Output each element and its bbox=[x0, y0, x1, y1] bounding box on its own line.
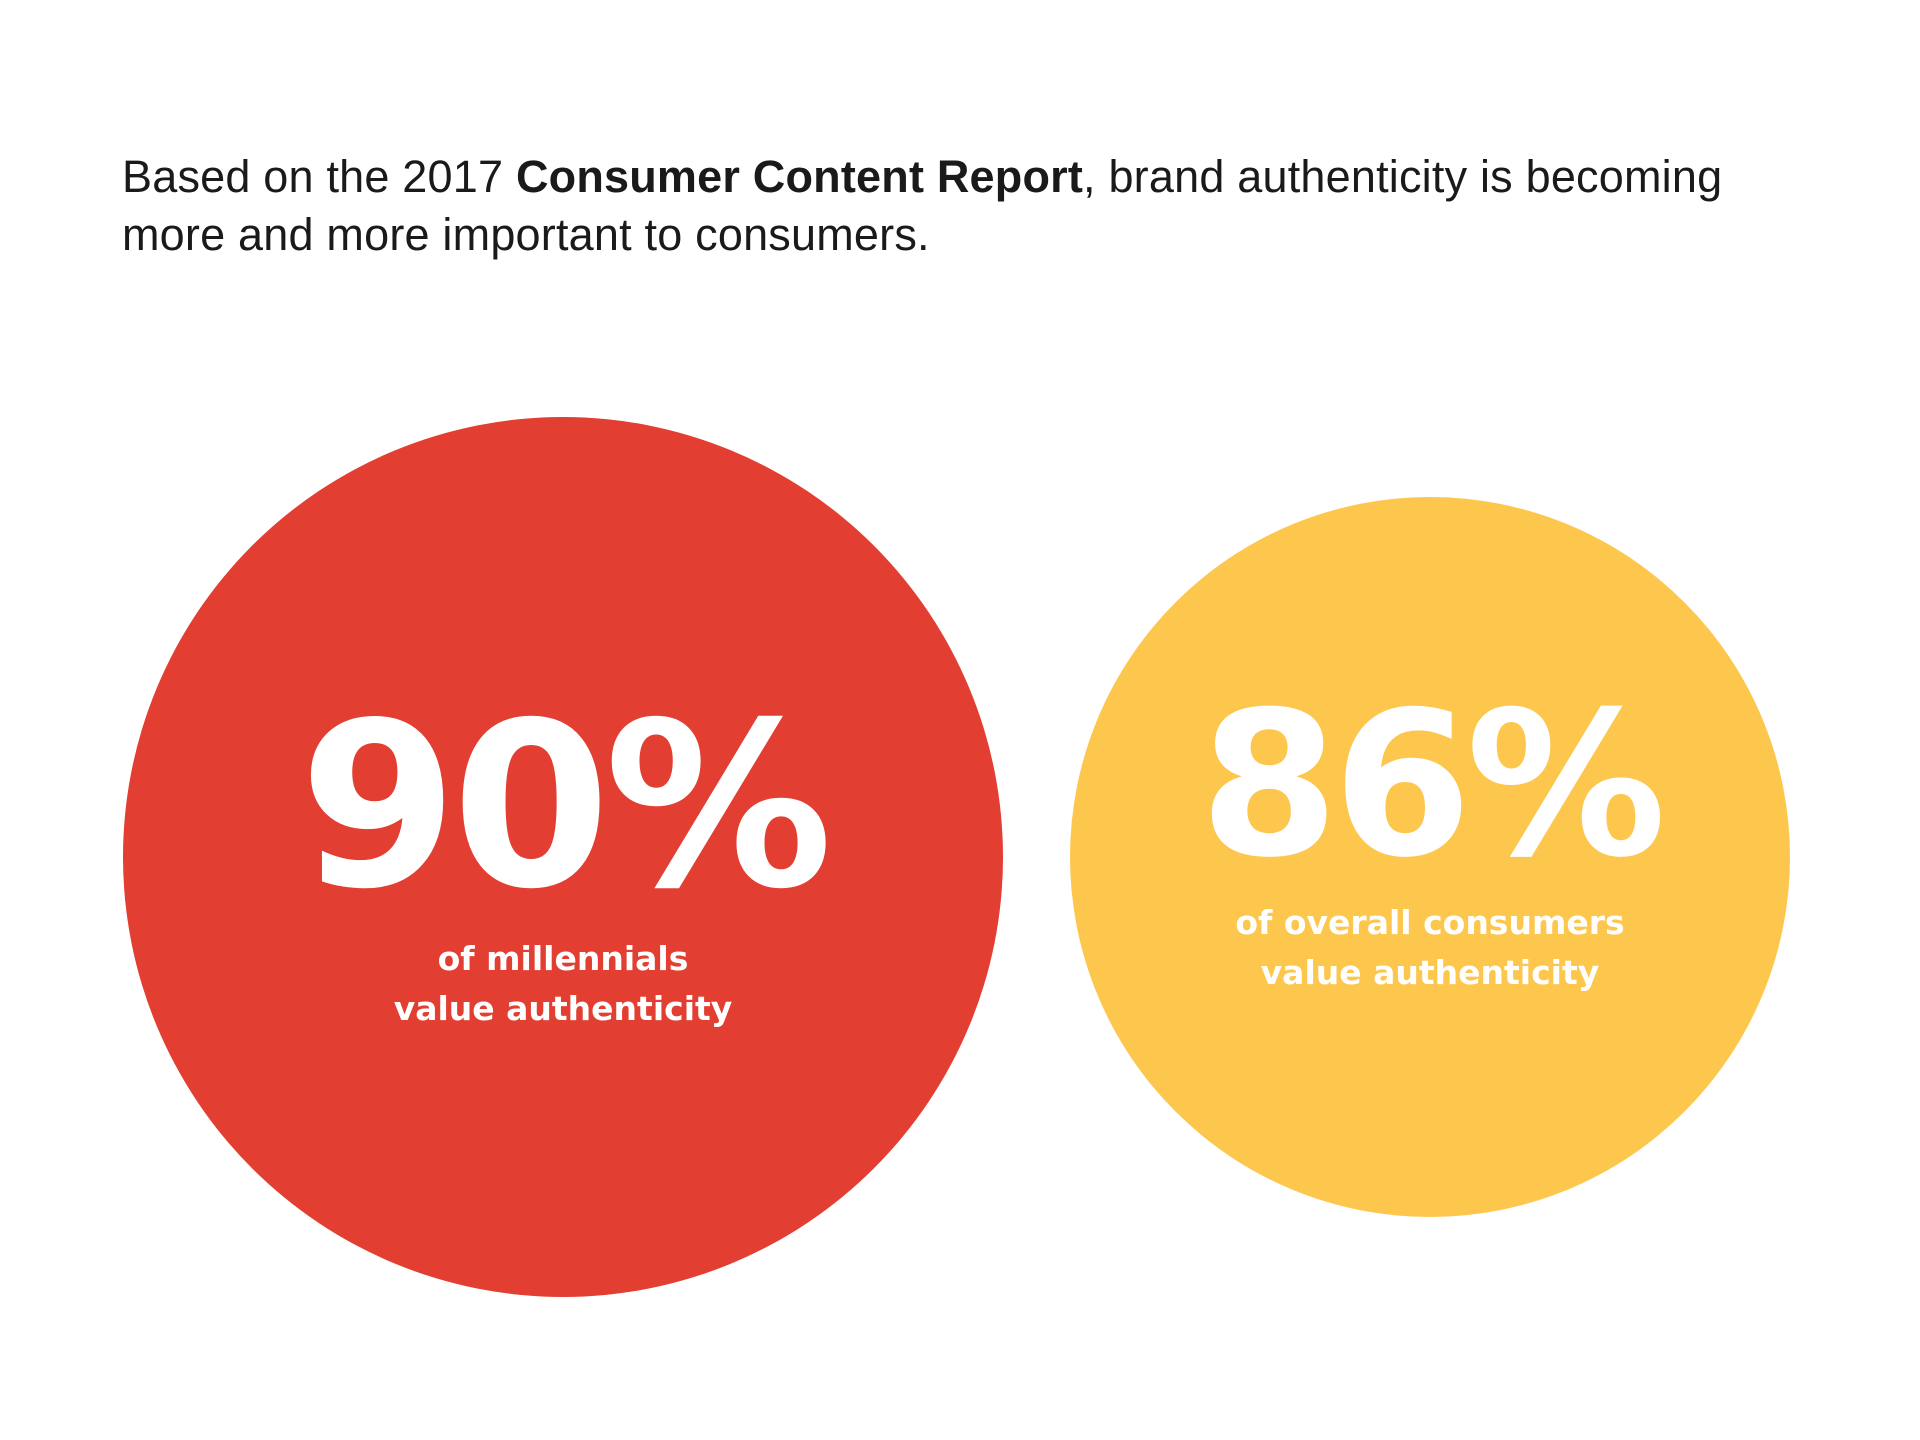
millennials-stat-circle: 90% of millennials value authenticity bbox=[123, 417, 1003, 1297]
millennials-stat-caption: of millennials value authenticity bbox=[393, 939, 733, 1028]
intro-text: Based on the 2017 Consumer Content Repor… bbox=[122, 148, 1802, 264]
intro-prefix: Based on the 2017 bbox=[122, 151, 516, 202]
millennials-stat-value: 90% bbox=[299, 673, 833, 939]
overall-consumers-stat-value: 86% bbox=[1199, 668, 1667, 902]
intro-report-name: Consumer Content Report bbox=[515, 151, 1084, 202]
intro-suffix: , brand authenticity is becoming more an… bbox=[122, 151, 1723, 260]
overall-consumers-stat-caption: of overall consumers value authenticity bbox=[1235, 902, 1625, 992]
overall-consumers-stat-circle: 86% of overall consumers value authentic… bbox=[1069, 496, 1791, 1218]
